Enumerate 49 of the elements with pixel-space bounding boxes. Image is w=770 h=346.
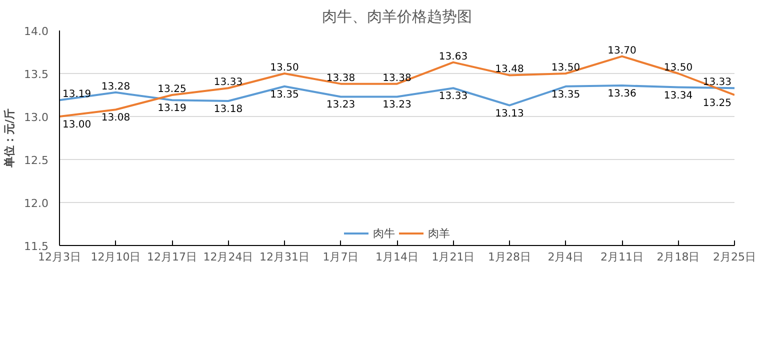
data-label: 13.50 [664,62,693,74]
x-tick-label: 12月24日 [203,250,254,264]
data-label: 13.70 [608,45,636,56]
chart-title: 肉牛、肉羊价格趋势图 [322,8,472,26]
x-tick-label: 2月11日 [600,250,644,264]
data-label: 13.35 [270,89,299,100]
data-label: 13.50 [270,62,299,74]
y-tick-label: 13.5 [24,68,49,81]
data-label: 13.13 [495,108,524,120]
data-label: 13.36 [608,88,636,100]
data-label: 13.00 [62,120,92,130]
data-label: 13.25 [702,98,732,109]
data-label: 13.50 [551,62,580,74]
data-label: 13.48 [495,64,524,76]
data-label: 13.35 [551,89,580,100]
x-tick-label: 2月18日 [656,250,700,264]
data-label: 13.34 [664,90,693,102]
data-label: 13.19 [158,103,186,114]
legend-label: 肉羊 [428,226,450,240]
data-label: 13.63 [438,51,468,62]
data-label: 13.18 [214,104,243,116]
data-label: 13.33 [702,77,732,88]
data-label: 13.33 [214,77,243,88]
x-tick-label: 1月7日 [322,250,359,264]
data-label: 13.33 [438,91,468,102]
data-label: 13.23 [326,100,356,111]
data-label: 13.25 [158,84,186,95]
y-axis-title: 单位：元/斤 [3,108,16,169]
data-label: 13.38 [382,72,412,84]
y-tick-label: 12.5 [24,154,49,167]
legend-label: 肉牛 [373,226,395,240]
x-tick-label: 12月3日 [38,250,81,264]
y-tick-label: 13.0 [24,111,49,124]
y-tick-label: 11.5 [24,240,49,253]
x-tick-label: 12月17日 [147,250,198,264]
data-label: 13.23 [382,100,412,111]
x-tick-label: 1月14日 [376,250,418,264]
x-tick-label: 1月21日 [432,250,475,264]
data-label: 13.28 [101,81,130,92]
x-tick-label: 2月4日 [548,250,584,264]
data-label: 13.19 [62,89,92,100]
data-label: 13.08 [101,112,130,124]
x-tick-label: 12月31日 [260,250,310,264]
x-tick-label: 2月25日 [713,250,756,264]
x-tick-label: 1月28日 [488,250,531,264]
y-tick-label: 12.0 [24,197,49,210]
x-tick-label: 12月10日 [90,250,141,264]
data-label: 13.38 [326,72,356,84]
y-tick-label: 14.0 [24,25,49,38]
